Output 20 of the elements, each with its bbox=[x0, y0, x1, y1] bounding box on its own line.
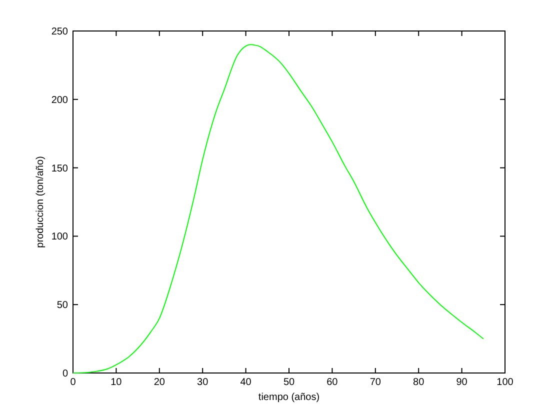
y-axis-title: produccion (ton/año) bbox=[35, 156, 46, 248]
y-tick-label: 150 bbox=[51, 163, 68, 174]
x-tick-label: 50 bbox=[283, 377, 295, 388]
y-tick-label: 0 bbox=[62, 368, 68, 380]
x-tick-label: 20 bbox=[154, 377, 166, 388]
x-tick-label: 90 bbox=[456, 377, 468, 388]
x-tick-label: 100 bbox=[496, 377, 514, 388]
y-tick-label: 50 bbox=[56, 300, 68, 312]
x-tick-label: 40 bbox=[240, 377, 252, 388]
y-tick-label: 250 bbox=[51, 26, 68, 38]
x-tick-label: 80 bbox=[413, 377, 425, 388]
line-series bbox=[72, 44, 484, 374]
x-tick-label: 70 bbox=[370, 377, 382, 388]
x-axis-title: tiempo (años) bbox=[258, 392, 320, 403]
y-tick-label: 200 bbox=[51, 94, 68, 106]
x-tick-label: 30 bbox=[197, 377, 209, 388]
x-tick-label: 10 bbox=[110, 377, 122, 388]
x-tick-label: 60 bbox=[326, 377, 338, 388]
y-tick-label: 100 bbox=[51, 232, 68, 243]
x-tick-label: 0 bbox=[70, 377, 76, 388]
